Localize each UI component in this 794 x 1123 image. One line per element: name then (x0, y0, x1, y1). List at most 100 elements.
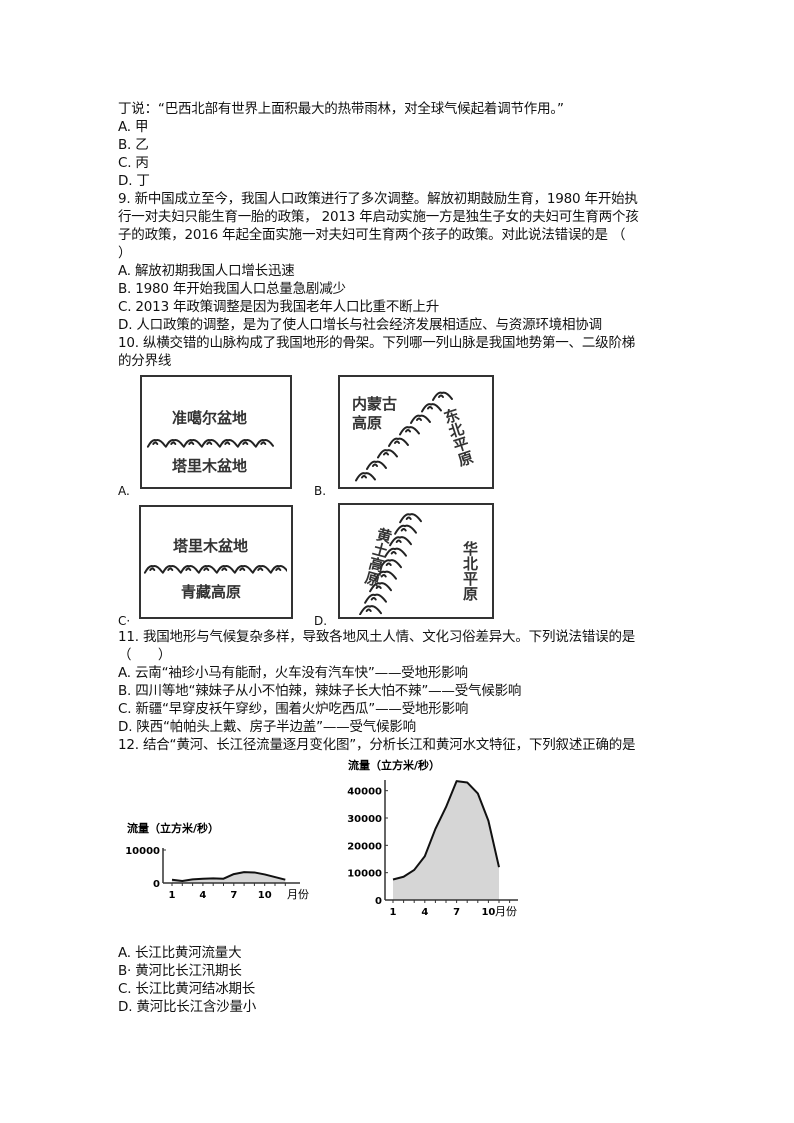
mountain-symbol (399, 513, 422, 524)
text-line: B. 四川等地“辣妹子从小不怕辣，辣妹子长大怕不辣”——受气候影响 (118, 683, 522, 699)
figure-d-map: 黄土高原 华北平原 (338, 503, 494, 619)
y-tick-label: 0 (153, 879, 160, 890)
x-tick-label: 10 (481, 907, 495, 918)
mountain-symbol (146, 439, 166, 448)
y-tick-label: 10000 (347, 869, 382, 880)
y-tick-label: 20000 (347, 841, 382, 852)
chart-title: 流量（立方米/秒） (348, 758, 440, 772)
text-line: D. 人口政策的调整，是为了使人口增长与社会经济发展相适应、与资源环境相协调 (118, 317, 602, 333)
x-tick-label: 4 (421, 907, 428, 918)
option-b-label: B. (314, 484, 327, 498)
text-line: 的分界线 (118, 353, 172, 369)
flow-line (171, 871, 286, 883)
y-tick-label: 10000 (125, 846, 160, 857)
mountain-symbol (374, 570, 397, 581)
text-line: B· 黄河比长江汛期长 (118, 963, 242, 979)
mountain-symbol (161, 565, 181, 574)
mountain-symbol (389, 536, 412, 547)
mountain-symbol (254, 439, 274, 448)
text-line: D. 黄河比长江含沙量小 (118, 999, 257, 1015)
text-line: C. 丙 (118, 155, 149, 171)
mountain-symbol (236, 439, 256, 448)
text-line: A. 甲 (118, 119, 149, 135)
flow-line (392, 780, 500, 881)
mountain-symbol (369, 582, 392, 593)
mountain-symbol (384, 547, 407, 558)
x-tick-label: 7 (453, 907, 460, 918)
x-tick-label: 1 (390, 907, 397, 918)
text-line: C. 长江比黄河结冰期长 (118, 981, 256, 997)
text-line: 12. 结合“黄河、长江径流量逐月变化图”，分析长江和黄河水文特征，下列叙述正确… (118, 737, 636, 753)
option-d-label: D. (314, 614, 328, 628)
flow-area (393, 781, 499, 900)
mountain-symbol (269, 565, 287, 574)
text-line: 行一对夫妇只能生育一胎的政策， 2013 年启动实施一方是独生子女的夫妇可生育两… (118, 209, 639, 225)
text-line: 9. 新中国成立至今，我国人口政策进行了多次调整。解放初期鼓励生育，1980 年… (118, 191, 638, 207)
text-line: A. 长江比黄河流量大 (118, 945, 242, 961)
mountain-symbol (379, 559, 402, 570)
mountain-symbol (377, 449, 398, 459)
figure-c-top-label: 塔里木盆地 (173, 537, 249, 555)
mountain-symbol (364, 593, 387, 604)
mountain-symbol (394, 524, 417, 535)
mountain-symbol (410, 414, 431, 424)
text-line: B. 1980 年开始我国人口总量急剧减少 (118, 281, 346, 297)
mountain-symbol (200, 439, 220, 448)
mountain-symbol (197, 565, 217, 574)
option-a-label: A. (118, 484, 130, 498)
figure-a-map: 准噶尔盆地 塔里木盆地 (140, 375, 292, 489)
figure-b-map: 内蒙古高原 东北平原 (338, 375, 494, 489)
text-line: 子的政策，2016 年起全面实施一对夫妇可生育两个孩子的政策。对此说法错误的是 … (118, 227, 626, 243)
yangtze-river-flow-chart: 流量（立方米/秒） 0 10000 20000 30000 40000 1 4 7 10 月份 (347, 758, 518, 918)
text-line: D. 丁 (118, 173, 150, 189)
figure-a-top-label: 准噶尔盆地 (172, 409, 248, 427)
mountain-range-icon (143, 565, 287, 574)
mountain-symbol (399, 426, 420, 436)
option-c-label: C· (118, 614, 131, 628)
text-line: A. 解放初期我国人口增长迅速 (118, 263, 295, 279)
x-tick-label: 10 (258, 890, 272, 900)
x-axis-label: 月份 (287, 888, 309, 900)
text-line: C. 新疆“早穿皮袄午穿纱，围着火炉吃西瓜”——受地形影响 (118, 701, 469, 717)
yellow-river-flow-chart: 流量（立方米/秒） 0 10000 1 4 7 10 月份 (125, 821, 309, 900)
mountain-symbol (215, 565, 235, 574)
mountain-symbol (143, 565, 163, 574)
figure-c-map: 塔里木盆地 青藏高原 (139, 505, 293, 619)
chart-title: 流量（立方米/秒） (127, 821, 219, 835)
y-tick-label: 30000 (347, 814, 382, 825)
flow-area (172, 872, 286, 883)
figure-c-bottom-label: 青藏高原 (181, 583, 242, 601)
mountain-symbol (355, 472, 376, 482)
y-tick-label: 40000 (347, 787, 382, 798)
mountain-symbol (432, 391, 453, 401)
mountain-symbol (179, 565, 199, 574)
text-line: 11. 我国地形与气候复杂多样，导致各地风土人情、文化习俗差异大。下列说法错误的… (118, 629, 636, 645)
mountain-symbol (218, 439, 238, 448)
mountain-range-icon (146, 439, 274, 448)
figure-a-bottom-label: 塔里木盆地 (172, 457, 248, 475)
text-line: （ ） (118, 647, 172, 663)
x-tick-label: 1 (169, 890, 176, 900)
mountain-symbol (233, 565, 253, 574)
mountain-symbol (182, 439, 202, 448)
mountain-symbol (421, 403, 442, 413)
text-line: A. 云南“袖珍小马有能耐，火车没有汽车快”——受地形影响 (118, 665, 468, 681)
mountain-symbol (388, 437, 409, 447)
figure-d-right-label: 华北平原 (461, 541, 479, 601)
text-line: C. 2013 年政策调整是因为我国老年人口比重不断上升 (118, 299, 440, 315)
figure-b-left-label: 内蒙古高原 (352, 395, 398, 432)
mountain-range-icon (355, 391, 453, 482)
mountain-range-icon (359, 513, 422, 615)
mountain-symbol (251, 565, 271, 574)
text-line: B. 乙 (118, 137, 149, 153)
mountain-symbol (164, 439, 184, 448)
x-axis-label: 月份 (495, 905, 517, 918)
text-line: ） (118, 245, 132, 261)
mountain-symbol (366, 460, 387, 470)
text-line: 10. 纵横交错的山脉构成了我国地形的骨架。下列哪一列山脉是我国地势第一、二级阶… (118, 335, 636, 351)
y-tick-label: 0 (375, 896, 382, 907)
text-line: 丁说：“巴西北部有世界上面积最大的热带雨林，对全球气候起着调节作用。” (118, 101, 564, 117)
x-tick-label: 4 (199, 890, 206, 900)
mountain-symbol (359, 605, 382, 615)
x-tick-label: 7 (230, 890, 237, 900)
